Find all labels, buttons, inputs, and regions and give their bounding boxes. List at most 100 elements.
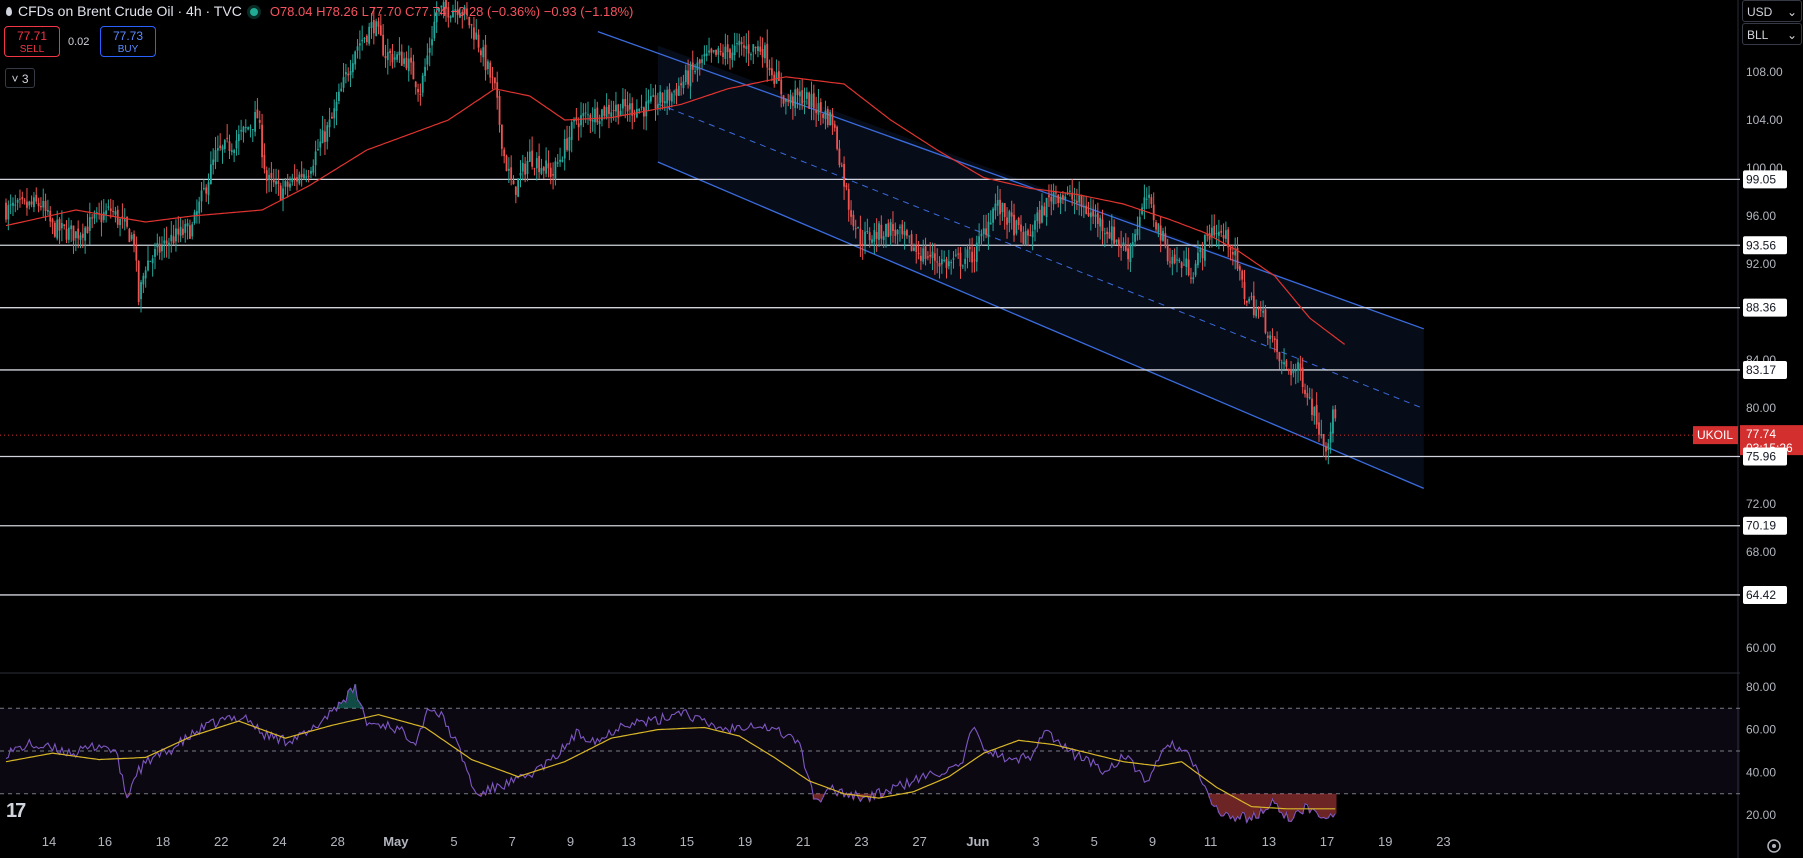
candle	[389, 48, 392, 66]
currency-select[interactable]: USD ⌄	[1742, 0, 1802, 22]
candle	[796, 87, 799, 109]
candle	[971, 237, 974, 273]
candle	[1234, 237, 1237, 270]
candle	[12, 197, 14, 217]
candle	[694, 63, 696, 75]
indicators-toggle-button[interactable]: ˅ 3	[5, 68, 35, 88]
candle	[533, 167, 536, 176]
candle	[547, 150, 550, 178]
candle	[447, 1, 450, 28]
candle	[861, 230, 864, 260]
level-tag-bg	[1743, 447, 1787, 466]
candle	[421, 72, 424, 97]
candle	[1059, 193, 1062, 215]
candle	[968, 238, 971, 263]
indicators-count: 3	[21, 72, 29, 86]
candle	[980, 229, 983, 246]
candle	[1294, 363, 1297, 385]
candle	[1322, 433, 1325, 457]
candle	[1013, 203, 1015, 242]
candle	[221, 144, 224, 164]
candle	[226, 124, 229, 143]
candle	[803, 87, 806, 115]
candle	[1027, 228, 1029, 247]
price-tick-label: 72.00	[1746, 497, 1776, 511]
candle	[633, 109, 636, 123]
candle	[256, 98, 259, 119]
rsi-tick-label: 40.00	[1746, 765, 1776, 779]
candle	[584, 103, 587, 124]
candle	[30, 195, 33, 208]
time-tick-label: 13	[621, 834, 635, 849]
candle	[875, 218, 878, 252]
buy-price: 77.73	[112, 29, 144, 43]
candle	[235, 129, 238, 156]
candle	[28, 200, 31, 210]
candle	[431, 26, 433, 56]
candle	[556, 154, 559, 168]
candle	[265, 166, 268, 194]
time-tick-label: 11	[1204, 834, 1218, 849]
candle	[843, 156, 845, 200]
candle	[710, 47, 713, 63]
candle	[1085, 196, 1088, 215]
candle	[819, 98, 822, 126]
candle	[77, 220, 80, 249]
rsi-tick-label: 60.00	[1746, 723, 1776, 737]
candle	[161, 236, 163, 261]
candle	[191, 221, 194, 240]
candle	[140, 279, 142, 313]
candle	[391, 43, 394, 69]
candle	[496, 71, 499, 110]
candle	[417, 83, 419, 102]
price-tick-label: 68.00	[1746, 545, 1776, 559]
candle	[677, 77, 680, 96]
candle	[112, 200, 114, 218]
candle	[1078, 181, 1081, 216]
candle	[1127, 237, 1129, 270]
candle	[1062, 191, 1064, 205]
buy-button[interactable]: 77.73 BUY	[100, 26, 156, 57]
candle	[966, 244, 969, 269]
candle	[540, 158, 543, 176]
candle	[1292, 363, 1295, 378]
candle	[992, 207, 994, 232]
candle	[1108, 220, 1111, 239]
candle	[640, 94, 643, 111]
candle	[489, 60, 492, 84]
tradingview-logo[interactable]: 17	[6, 800, 26, 822]
rsi-ma-line	[5, 713, 1336, 810]
candle	[698, 58, 701, 76]
candle	[200, 181, 203, 213]
candle	[72, 225, 75, 254]
candle	[1131, 233, 1134, 258]
level-tag-bg	[1743, 170, 1787, 189]
candle	[705, 45, 708, 62]
candle	[987, 212, 990, 250]
candle	[249, 124, 252, 138]
candle	[1320, 419, 1323, 439]
candle	[433, 8, 436, 42]
sell-button[interactable]: 77.71 SELL	[4, 26, 60, 57]
channel-upper-line	[597, 30, 1424, 330]
candle	[482, 39, 485, 67]
candle	[1183, 250, 1185, 266]
symbol-title[interactable]: CFDs on Brent Crude Oil · 4h · TVC	[18, 3, 242, 19]
candle	[771, 57, 773, 82]
time-tick-label: 24	[272, 834, 286, 849]
candle	[745, 33, 748, 63]
candle	[896, 229, 899, 245]
candle	[733, 32, 736, 61]
candle	[142, 272, 145, 294]
candle	[975, 235, 978, 272]
candle	[882, 231, 885, 248]
candle	[1089, 198, 1092, 231]
candle	[922, 239, 925, 265]
unit-select[interactable]: BLL ⌄	[1742, 23, 1802, 45]
candle	[365, 34, 368, 46]
candle	[913, 243, 915, 252]
candle	[209, 151, 212, 185]
candle	[752, 43, 755, 64]
candle	[347, 67, 350, 82]
